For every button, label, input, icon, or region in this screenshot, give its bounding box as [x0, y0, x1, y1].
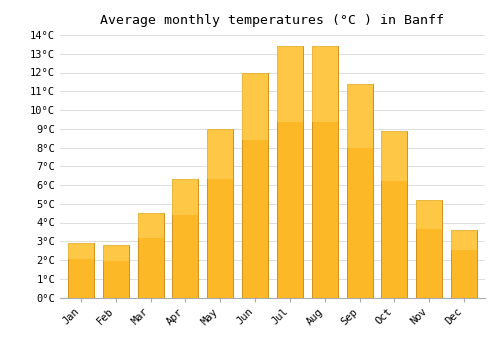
Bar [346, 84, 372, 148]
Bar [346, 84, 372, 298]
Bar [172, 179, 199, 298]
Title: Average monthly temperatures (°C ) in Banff: Average monthly temperatures (°C ) in Ba… [100, 14, 444, 27]
Bar [451, 230, 477, 298]
Bar [207, 129, 234, 298]
Bar [138, 213, 164, 298]
Bar [102, 245, 129, 298]
Bar [277, 46, 303, 298]
Bar [138, 213, 164, 238]
Bar [382, 131, 407, 181]
Bar [416, 200, 442, 298]
Bar [207, 129, 234, 179]
Bar [416, 200, 442, 229]
Bar [68, 243, 94, 259]
Bar [68, 243, 94, 298]
Bar [451, 230, 477, 250]
Bar [242, 72, 268, 298]
Bar [312, 46, 338, 298]
Bar [277, 46, 303, 121]
Bar [382, 131, 407, 298]
Bar [312, 46, 338, 121]
Bar [172, 179, 199, 215]
Bar [102, 245, 129, 261]
Bar [242, 72, 268, 140]
